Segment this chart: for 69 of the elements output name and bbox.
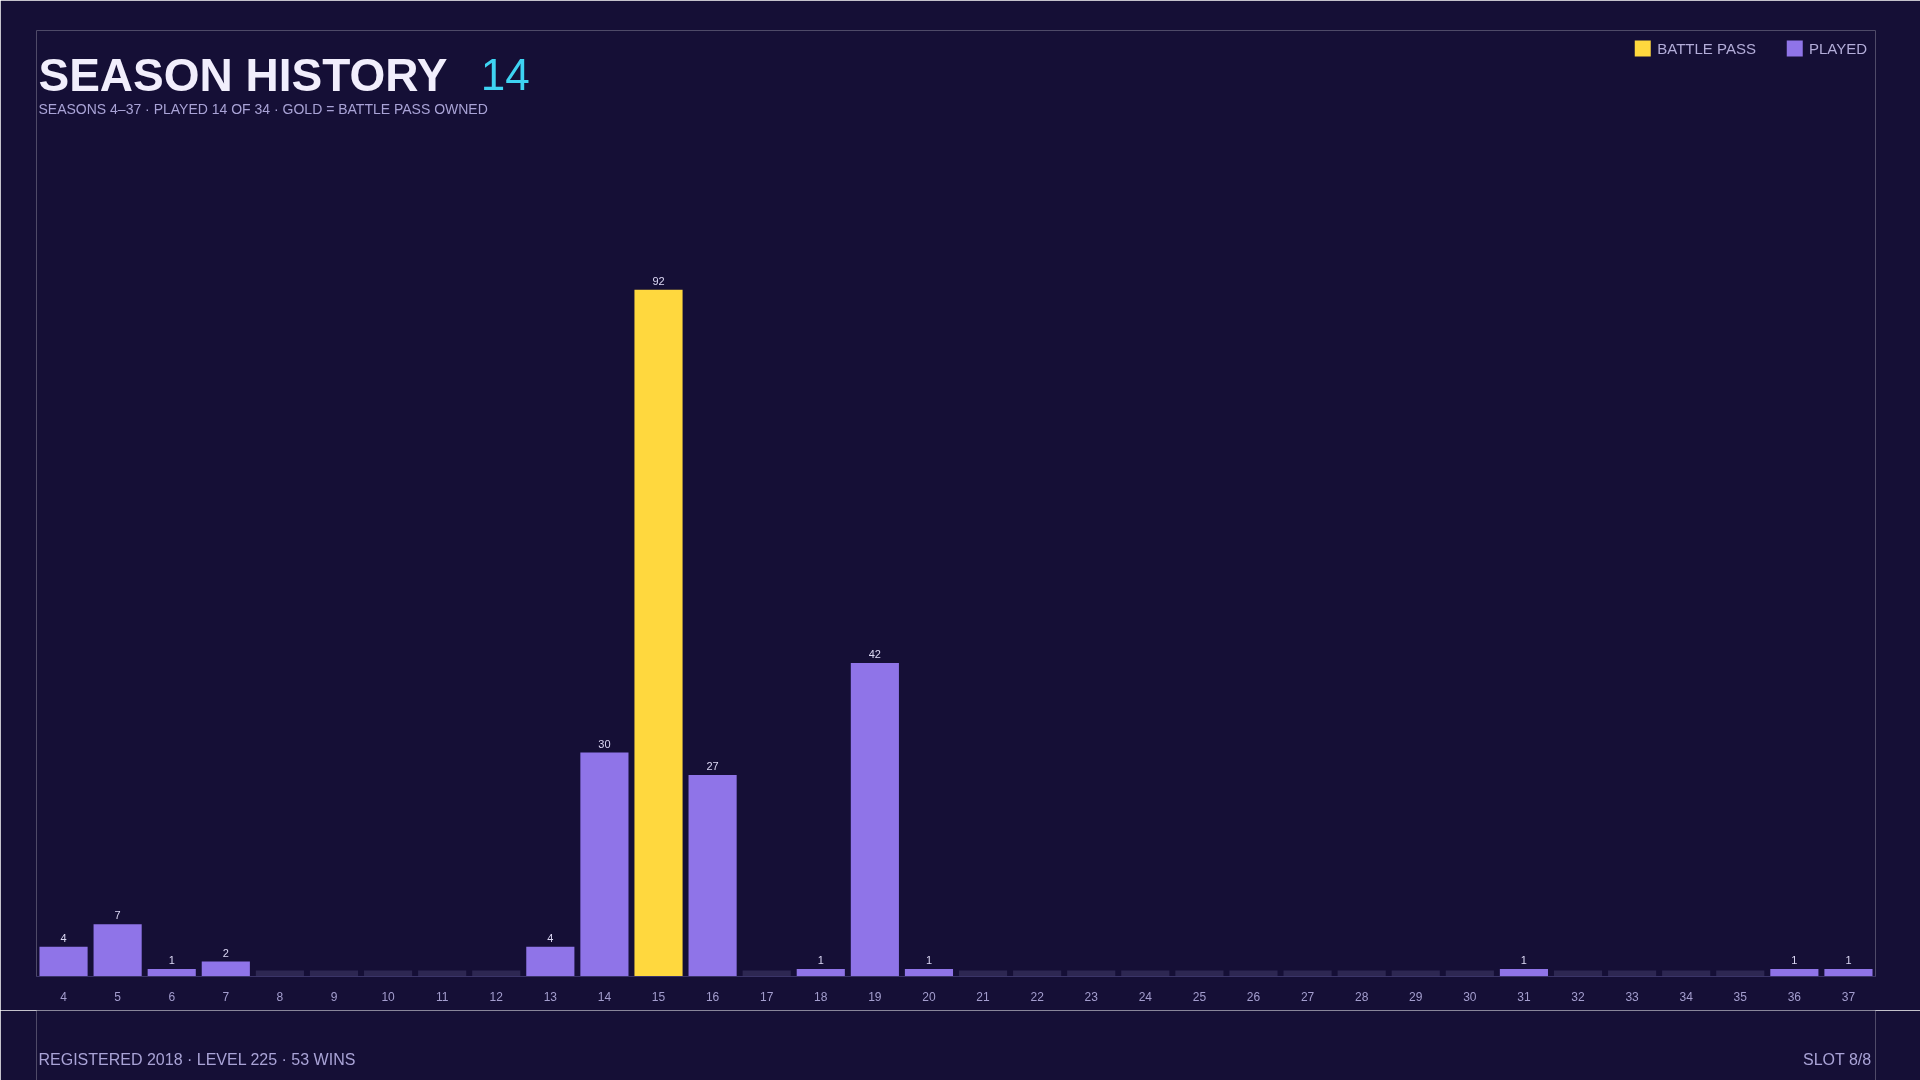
x-tick-label: 25 [1192,989,1207,1004]
bar [580,752,629,977]
x-tick-label: 8 [276,989,284,1004]
data-label: 1 [1845,954,1852,967]
chart-title: SEASON HISTORY [38,48,448,101]
text: 14 [480,50,530,99]
bar [201,961,250,977]
data-label: 92 [652,274,665,287]
x-tick-label: 23 [1084,989,1099,1004]
bar [634,289,683,977]
text: REGISTERED 2018 · LEVEL 225 · 53 WINS [38,1051,356,1068]
bar [1770,969,1819,977]
x-tick-label: 30 [1463,989,1477,1004]
x-tick-label: 5 [114,989,122,1004]
x-tick-label: 18 [814,989,828,1004]
bar [688,774,737,977]
bar [1824,969,1873,977]
bar [850,662,899,977]
data-label: 7 [114,909,121,922]
bar [796,969,845,977]
bar [526,946,575,977]
x-tick-label: 6 [168,989,176,1004]
x-tick-label: 14 [597,989,612,1004]
x-tick-label: 7 [222,989,230,1004]
data-label: 4 [60,931,67,944]
data-label: 42 [868,647,881,660]
x-tick-label: 16 [705,989,720,1004]
x-tick-label: 12 [489,989,504,1004]
x-tick-label: 27 [1300,989,1315,1004]
x-tick-label: 22 [1030,989,1045,1004]
x-tick-label: 29 [1409,989,1423,1004]
data-label: 2 [222,946,229,959]
data-label: 27 [706,759,719,772]
x-tick-label: 26 [1246,989,1261,1004]
x-tick-label: 31 [1517,989,1531,1004]
x-tick-label: 36 [1787,989,1802,1004]
x-tick-label: 10 [381,989,396,1004]
bar [904,969,954,977]
x-tick-label: 13 [543,989,558,1004]
x-tick-label: 15 [651,989,666,1004]
data-label: 1 [1791,954,1798,967]
x-tick-label: 20 [922,989,936,1004]
data-label: 1 [168,954,175,967]
x-tick-label: 19 [868,989,882,1004]
x-tick-label: 33 [1625,989,1640,1004]
data-label: 1 [925,954,933,967]
x-tick-label: 35 [1733,989,1748,1004]
x-tick-label: 11 [435,989,449,1004]
data-label: 1 [1520,954,1527,967]
x-tick-label: 32 [1571,989,1586,1004]
data-label: 30 [598,737,611,750]
bar [93,924,142,977]
x-tick-label: 9 [330,989,338,1004]
x-tick-label: 24 [1138,989,1153,1004]
text: SLOT 8/8 [1803,1051,1872,1068]
x-tick-label: 4 [60,989,68,1004]
x-tick-label: 21 [976,989,991,1004]
x-tick-label: 17 [760,989,774,1004]
bar [1499,969,1548,977]
x-tick-label: 37 [1841,989,1856,1004]
chart-subtitle: SEASONS 4–37 · PLAYED 14 OF 34 · GOLD = BATTLE PASS OWNED [38,100,488,117]
legend-label: PLAYED [1808,39,1867,57]
legend-label: BATTLE PASS [1657,39,1756,57]
bar [147,969,196,977]
data-label: 4 [547,931,554,944]
bar [39,946,88,977]
x-tick-label: 34 [1679,989,1694,1004]
data-label: 1 [817,954,824,967]
x-tick-label: 28 [1354,989,1369,1004]
